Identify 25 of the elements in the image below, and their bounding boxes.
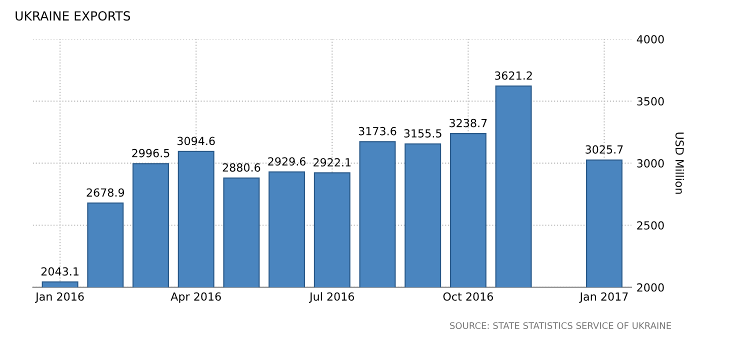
x-tick-label: Jul 2016 [308, 292, 354, 303]
data-label: 2880.6 [222, 163, 260, 172]
chart-title: UKRAINE EXPORTS [16, 11, 130, 21]
x-tick-label: Jan 2017 [579, 292, 628, 303]
data-label: 3155.5 [404, 129, 442, 138]
data-label: 2922.1 [314, 158, 351, 167]
source-note: SOURCE: STATE STATISTICS SERVICE OF UKRAINE [450, 322, 672, 330]
data-label: 3621.2 [494, 71, 532, 80]
data-label: 2929.6 [268, 157, 306, 166]
data-label: 2043.1 [41, 267, 78, 276]
x-tick-label: Jan 2016 [35, 292, 84, 303]
data-label: 2678.9 [86, 188, 124, 197]
y-tick-label: 3000 [637, 159, 664, 168]
data-label: 3238.7 [450, 118, 487, 128]
data-label: 3173.6 [358, 126, 396, 136]
data-label: 3094.6 [178, 136, 215, 146]
data-label: 2996.5 [132, 148, 170, 158]
x-tick-label: Oct 2016 [443, 292, 494, 301]
y-tick-label: 4000 [636, 35, 664, 44]
data-label: 3025.7 [586, 145, 623, 154]
y-tick-label: 2000 [637, 283, 664, 292]
x-tick-label: Apr 2016 [170, 292, 221, 303]
y-tick-label: 2500 [637, 221, 664, 230]
y-tick-label: 3500 [637, 97, 664, 106]
y-axis-title: USD Million [675, 132, 684, 194]
